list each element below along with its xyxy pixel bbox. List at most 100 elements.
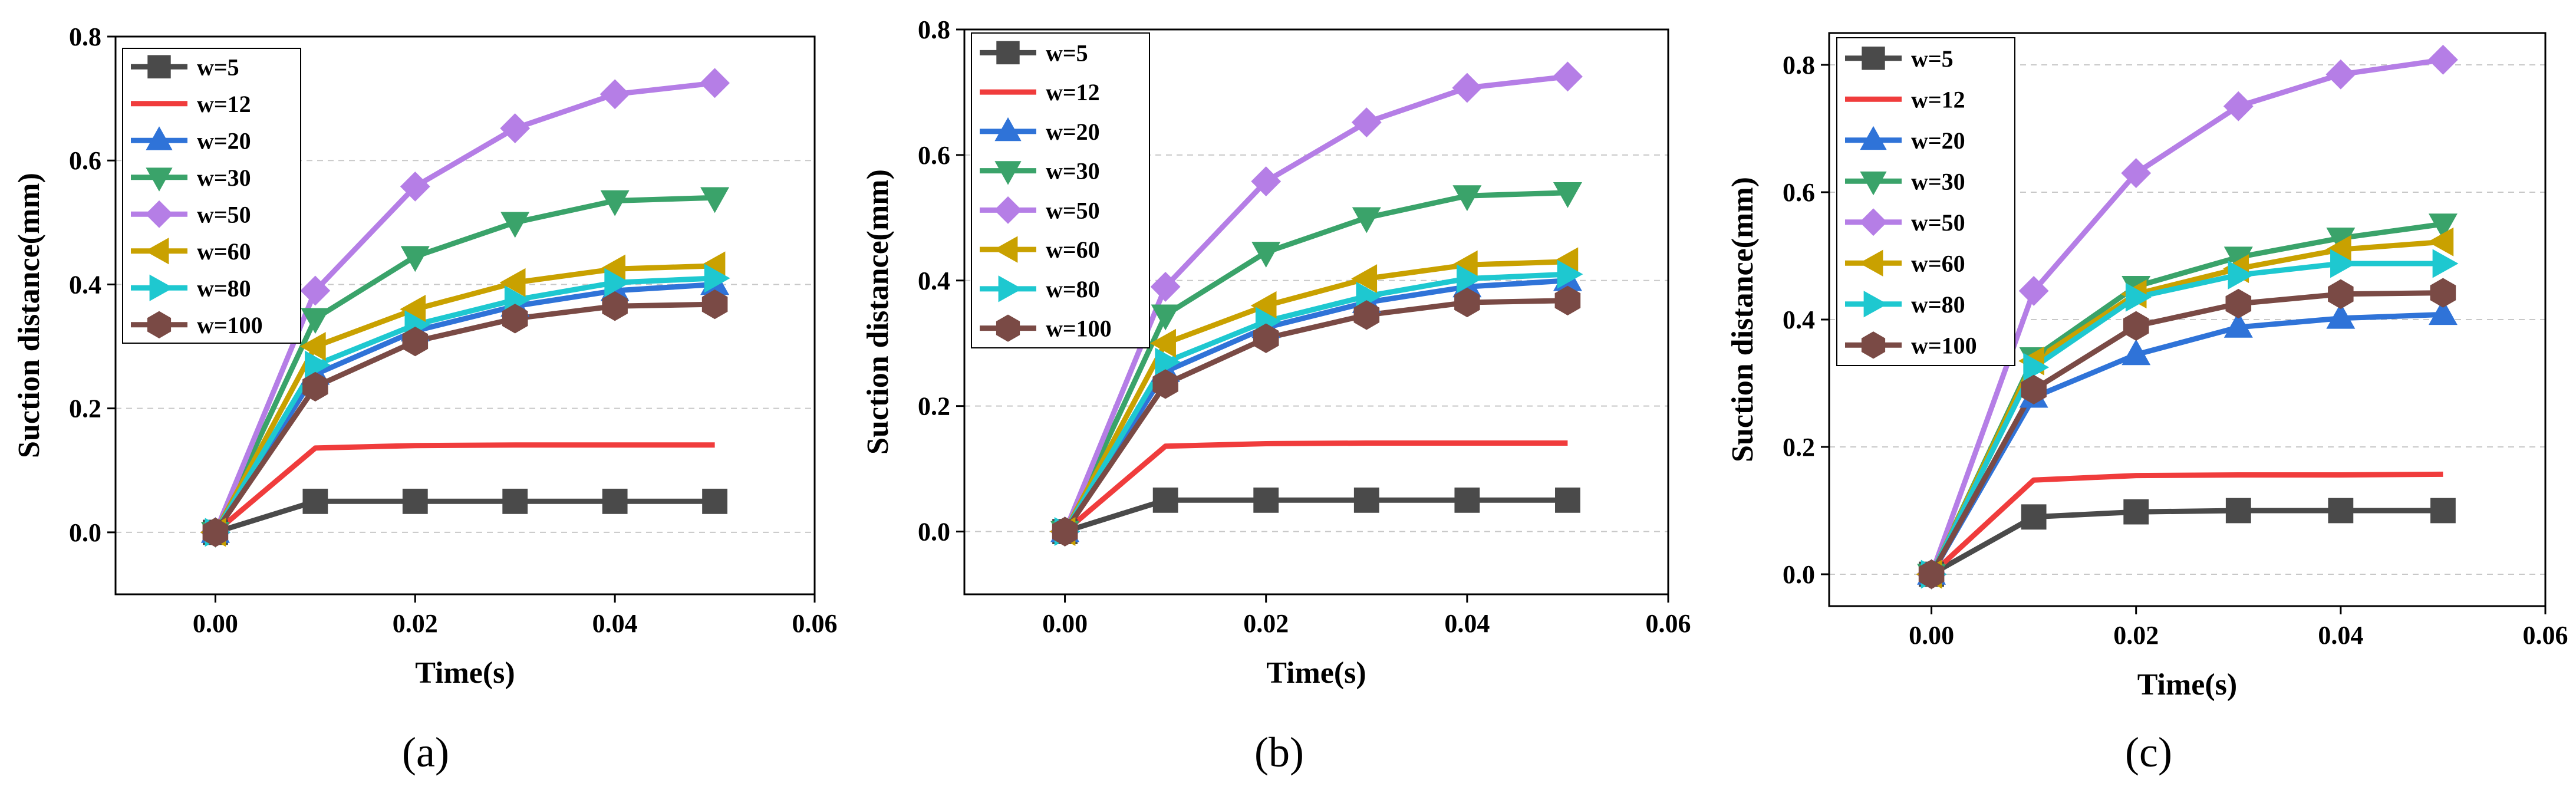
data-point-w=30 [301,308,330,334]
data-point-w=80 [2228,260,2254,289]
series-line-w=20 [213,281,715,534]
data-point-w=5 [1152,487,1178,513]
data-point-w=50 [1251,166,1282,197]
series-line-w=5 [1064,497,1568,534]
data-point-w=100 [1052,516,1078,547]
data-point-w=100 [1152,369,1178,399]
legend-label-w=20: w=20 [1911,127,1965,154]
legend-marker-w=60 [1859,249,1883,277]
data-point-w=5 [2328,498,2354,524]
y-tick-label: 0.0 [1783,560,1815,589]
data-point-w=100 [1918,559,1945,590]
plot-frame [114,35,816,595]
data-point-w=5 [2430,498,2456,524]
data-point-w=80 [1457,264,1483,294]
legend-marker-w=20 [146,126,173,150]
data-point-w=5 [1253,487,1279,513]
legend-label-w=50: w=50 [1911,209,1965,236]
data-point-w=30 [1251,242,1281,268]
legend-marker-w=20 [1860,126,1887,150]
legend-label-w=12: w=12 [1911,86,1965,113]
x-axis-title: Time(s) [2137,668,2237,702]
x-tick-label: 0.04 [592,609,638,638]
data-point-w=100 [2328,279,2354,309]
legend-marker-w=20 [994,117,1022,142]
data-point-w=5 [1555,487,1580,513]
x-tick-label: 0.04 [2318,621,2363,650]
legend-marker-w=30 [146,167,173,192]
legend-marker-w=50 [994,196,1022,224]
x-tick-label: 0.02 [2113,621,2159,650]
x-tick-label: 0.04 [1444,609,1490,638]
data-point-w=5 [302,488,328,514]
legend-label-w=12: w=12 [1046,79,1100,106]
legend-label-w=100: w=100 [1911,332,1977,358]
y-axis-title: Suction distance(mm) [12,173,46,458]
x-axis-title: Time(s) [1266,656,1366,690]
legend-label-w=30: w=30 [1911,168,1965,195]
legend-marker-w=100 [996,314,1020,342]
data-point-w=60 [1150,328,1176,358]
legend-label-w=80: w=80 [1911,291,1965,318]
data-point-w=80 [1557,259,1583,289]
legend-label-w=5: w=5 [1911,45,1954,72]
y-tick-label: 0.6 [1783,178,1815,207]
data-point-w=5 [2021,504,2047,530]
data-point-w=80 [2432,249,2459,278]
data-point-w=5 [702,488,727,514]
legend-label-w=60: w=60 [1046,236,1100,263]
legend-marker-w=100 [1861,331,1886,359]
data-point-w=80 [1155,347,1181,377]
panel-label-b: (b) [1254,729,1304,776]
series-line-w=20 [1929,311,2443,576]
data-point-w=50 [2018,275,2049,306]
data-point-w=100 [602,291,628,321]
data-point-w=5 [1454,487,1480,513]
x-tick-label: 0.00 [1042,609,1088,638]
data-point-w=50 [2223,91,2254,121]
data-point-w=5 [2123,499,2149,525]
legend-label-w=100: w=100 [197,312,263,338]
data-point-w=100 [2021,374,2047,404]
x-axis-title: Time(s) [415,656,515,690]
x-tick-label: 0.06 [2523,621,2568,650]
data-point-w=50 [1553,61,1583,92]
series-line-w=100 [1062,298,1568,534]
series-line-w=80 [1062,271,1568,533]
legend-label-w=30: w=30 [197,164,251,191]
data-point-w=100 [2225,288,2252,319]
series-line-w=100 [1929,290,2443,576]
y-tick-label: 0.8 [1783,51,1815,80]
data-point-w=5 [1353,487,1379,513]
data-point-w=100 [402,326,429,357]
legend-label-w=20: w=20 [1046,119,1100,145]
y-tick-label: 0.2 [918,392,950,421]
legend-marker-w=60 [144,238,169,265]
legend-marker-w=50 [145,200,173,228]
data-point-w=5 [602,488,628,514]
series-line-w=100 [213,301,715,534]
legend-marker-w=80 [998,275,1023,302]
y-tick-label: 0.4 [918,266,950,295]
panel-label-c: (c) [2125,729,2172,776]
panel-label-a: (a) [402,729,449,776]
data-point-w=60 [299,332,326,361]
panel-a: 0.0 0.2 0.4 0.6 0.8 0.00 0.02 0.04 0.06 Time(s) Su… [12,22,838,690]
x-tick-label: 0.02 [393,609,438,638]
legend-marker-w=50 [1859,208,1887,236]
data-point-w=50 [2428,44,2458,75]
data-point-w=100 [502,304,528,334]
x-tick-label: 0.00 [1909,621,1954,650]
series-line-w=80 [1929,261,2443,575]
legend-label-w=5: w=5 [1046,40,1088,66]
data-point-w=30 [700,187,730,213]
legend-marker-w=80 [1863,291,1888,318]
x-tick-label: 0.06 [1646,609,1691,638]
legend-label-w=80: w=80 [197,275,251,301]
x-tick-label: 0.00 [193,609,238,638]
data-point-w=30 [500,212,530,238]
data-point-w=5 [2225,498,2251,524]
series-line-w=12 [1929,471,2443,577]
y-tick-label: 0.2 [69,394,101,423]
panel-b: 0.0 0.2 0.4 0.6 0.8 0.00 0.02 0.04 0.06 Time(s) Su… [861,15,1691,690]
